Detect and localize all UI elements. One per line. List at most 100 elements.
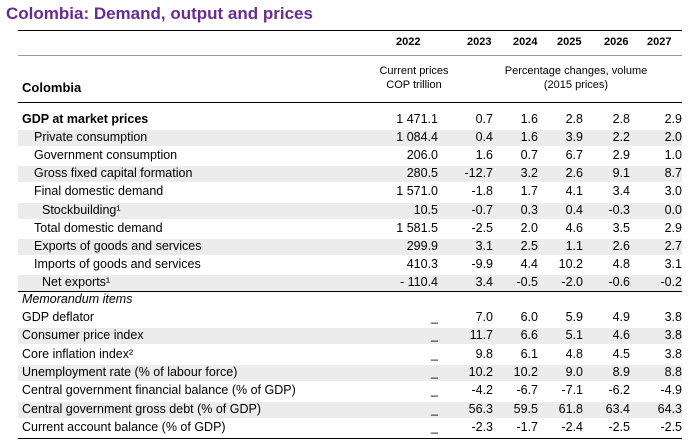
table-cell: 1.6 <box>475 148 493 163</box>
table-cell: 3.1 <box>664 256 682 271</box>
table-cell: 64.3 <box>657 401 682 416</box>
memorandum-label: Memorandum items <box>22 292 133 306</box>
table-cell: 206.0 <box>406 148 438 163</box>
table-cell: 0.7 <box>475 112 493 126</box>
table-cell: 0.4 <box>475 130 493 145</box>
table-row: Stockbuilding¹ 10.5 -0.7 0.3 0.4 -0.3 0.0 <box>18 202 682 220</box>
table-cell: 3.8 <box>664 346 682 361</box>
row-label: Consumer price index <box>22 328 144 343</box>
table-row: Net exports¹ - 110.4 3.4 -0.5 -2.0 -0.6 -0.2 <box>18 274 682 292</box>
table-cell: 3.0 <box>664 184 682 199</box>
table-cell: 2.6 <box>565 166 583 181</box>
row-label: Gross fixed capital formation <box>34 166 193 181</box>
table-cell: 9.1 <box>612 166 630 181</box>
table-row: Current account balance (% of GDP) _ -2.3 -… <box>18 419 682 437</box>
row-label: Private consumption <box>34 130 148 145</box>
table-row: GDP deflator _ 7.0 6.0 5.9 4.9 3.8 <box>18 309 682 327</box>
table-cell: -6.7 <box>516 383 538 398</box>
pct-changes-label: Percentage changes, volume <box>504 65 648 77</box>
row-label: Core inflation index² <box>22 346 134 361</box>
table-cell: -6.2 <box>608 383 630 398</box>
table-cell: 0.4 <box>565 202 583 217</box>
table-cell: 1.6 <box>520 130 538 145</box>
table-row: GDP at market prices 1 471.1 0.7 1.6 2.8 2.8 2… <box>18 111 682 129</box>
table-cell: 299.9 <box>406 238 438 253</box>
table-row: Central government gross debt (% of GDP)… <box>18 401 682 419</box>
row-shading <box>18 166 682 183</box>
table-cell: -1.7 <box>516 419 538 434</box>
table-cell: 11.7 <box>469 328 493 343</box>
top-rule <box>18 30 682 31</box>
table-cell: 9.0 <box>565 364 583 379</box>
table-cell: 10.2 <box>513 364 538 379</box>
row-shading <box>18 401 682 418</box>
table-cell: -0.5 <box>516 274 538 289</box>
table-row: Exports of goods and services 299.9 3.1 2.5… <box>18 238 682 256</box>
table-cell: 3.1 <box>475 238 493 253</box>
table-cell: 4.5 <box>612 346 630 361</box>
table-cell: 3.8 <box>664 328 682 343</box>
table-row: Imports of goods and services 410.3 -9.9 4.… <box>18 256 682 274</box>
table-cell: 4.8 <box>612 256 630 271</box>
table-cell: 3.2 <box>520 166 538 181</box>
table-cell: 0.3 <box>520 202 538 217</box>
table-cell: 2.9 <box>664 220 682 235</box>
table-cell: 2.0 <box>520 220 538 235</box>
table-cell: 1 084.4 <box>396 130 438 145</box>
prices-2015-label: (2015 prices) <box>543 79 609 91</box>
table-cell: 2.9 <box>664 112 682 126</box>
table-cell: -0.3 <box>608 202 630 217</box>
row-label: Central government gross debt (% of GDP) <box>22 401 261 416</box>
header-pct-changes: Percentage changes, volume (2015 prices) <box>486 64 666 92</box>
table-cell: -7.1 <box>561 383 583 398</box>
bottom-rule <box>18 438 682 439</box>
row-shading <box>18 238 682 255</box>
table-cell: 8.8 <box>664 364 682 379</box>
table-cell: 5.1 <box>565 328 583 343</box>
table-cell: 10.5 <box>413 202 438 217</box>
table-cell: 2.8 <box>612 112 630 126</box>
table-cell: -2.0 <box>561 274 583 289</box>
row-label: Unemployment rate (% of labour force) <box>22 364 238 379</box>
table-cell: 3.9 <box>565 130 583 145</box>
year-2023: 2023 <box>467 36 492 48</box>
current-prices-label: Current prices <box>379 65 449 77</box>
row-shading <box>18 364 682 381</box>
table-cell: 61.8 <box>558 401 583 416</box>
table-cell: 6.6 <box>520 328 538 343</box>
table-cell: 2.2 <box>612 130 630 145</box>
table-cell: 2.0 <box>664 130 682 145</box>
table-row: Government consumption 206.0 1.6 0.7 6.7 2.9 1… <box>18 147 682 165</box>
table-cell: 4.1 <box>565 184 583 199</box>
table-cell: 3.8 <box>664 310 682 324</box>
country-label: Colombia <box>22 80 82 95</box>
table-row: Final domestic demand 1 571.0 -1.8 1.7 4.1 3.… <box>18 183 682 201</box>
table-cell: 4.6 <box>612 328 630 343</box>
header-current-prices: Current prices COP trillion <box>366 64 462 92</box>
table-cell: 6.0 <box>520 310 538 324</box>
table-cell: 5.9 <box>565 310 583 324</box>
table-cell: -2.4 <box>561 419 583 434</box>
table-cell: 3.4 <box>612 184 630 199</box>
row-label: Imports of goods and services <box>34 256 201 271</box>
table-cell: _ <box>431 364 438 379</box>
row-label: Net exports¹ <box>42 274 111 289</box>
table-cell: 1 471.1 <box>396 112 438 126</box>
table-cell: 59.5 <box>513 401 538 416</box>
table-cell: -4.2 <box>471 383 493 398</box>
row-label: Exports of goods and services <box>34 238 202 253</box>
table-row: Core inflation index² _ 9.8 6.1 4.8 4.5 3.8 <box>18 346 682 364</box>
table-cell: 4.8 <box>565 346 583 361</box>
table-cell: 1.6 <box>520 112 538 126</box>
row-label: GDP at market prices <box>22 112 149 126</box>
table-row: Private consumption 1 084.4 0.4 1.6 3.9 2.2 2.… <box>18 129 682 147</box>
row-label: Current account balance (% of GDP) <box>22 419 226 434</box>
table-cell: 4.9 <box>612 310 630 324</box>
cop-trillion-label: COP trillion <box>386 79 442 91</box>
table-cell: 1.7 <box>520 184 538 199</box>
row-label: Stockbuilding¹ <box>42 202 121 217</box>
table-row: Total domestic demand 1 581.5 -2.5 2.0 4.6 3.… <box>18 220 682 238</box>
row-label: Government consumption <box>34 148 178 163</box>
table-cell: 4.6 <box>565 220 583 235</box>
header-rule <box>18 55 682 56</box>
